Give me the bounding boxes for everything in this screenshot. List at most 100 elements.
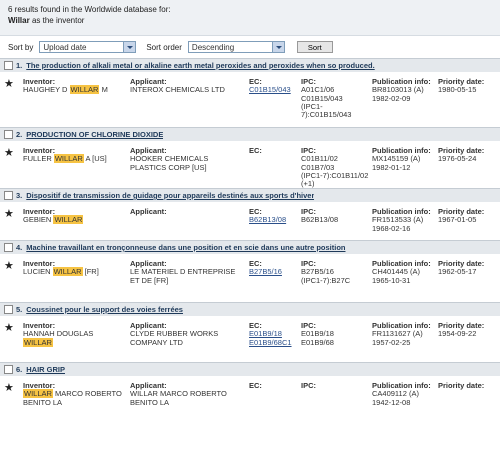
applicant-column: Applicant: WILLAR MARCO ROBERTO BENITO LA bbox=[130, 381, 245, 407]
publication-label: Publication info: bbox=[372, 207, 431, 216]
result-title-link[interactable]: HAIR GRIP bbox=[26, 365, 66, 374]
result-title-link[interactable]: Dispositif de transmission de guidage po… bbox=[26, 191, 315, 200]
query-name: Willar bbox=[8, 16, 30, 25]
inventor-name-post: A [US] bbox=[83, 154, 107, 164]
applicant-column: Applicant: LE MATERIEL D ENTREPRISE ET DE… bbox=[130, 259, 245, 285]
priority-value: 1954-09-22 bbox=[438, 329, 477, 339]
sort-by-label: Sort by bbox=[8, 42, 34, 52]
applicant-label: Applicant: bbox=[130, 77, 167, 86]
inventor-name-pre: GEBIEN bbox=[23, 215, 54, 225]
ipc-value: B62B13/08 bbox=[301, 215, 339, 225]
publication-value: 1968-02-16 bbox=[372, 223, 411, 233]
result-title-link[interactable]: PRODUCTION OF CHLORINE DIOXIDE bbox=[26, 130, 164, 139]
result-number: 3. bbox=[16, 191, 23, 200]
star-icon[interactable]: ★ bbox=[4, 147, 14, 159]
inventor-name-post: MARCO ROBERTO BENITO LA bbox=[23, 389, 122, 407]
highlighted-term: WILLAR bbox=[23, 337, 53, 347]
result-checkbox[interactable] bbox=[4, 365, 13, 374]
ec-label: EC: bbox=[249, 146, 262, 155]
publication-column: Publication info: FR1513533 (A) 1968-02-16 bbox=[372, 207, 434, 233]
ec-link[interactable]: E01B9/18 bbox=[249, 329, 282, 339]
priority-column: Priority date: 1962-05-17 bbox=[438, 259, 498, 277]
inventor-label: Inventor: bbox=[23, 146, 56, 155]
result-body: ★ Inventor: GEBIEN WILLAR Applicant: EC: B62B… bbox=[0, 202, 500, 240]
publication-value: MX145159 (A) bbox=[372, 154, 421, 164]
result-item: 4. Machine travaillant en tronçonneuse da… bbox=[0, 240, 500, 302]
ipc-label: IPC: bbox=[301, 77, 316, 86]
star-icon[interactable]: ★ bbox=[4, 208, 14, 220]
priority-label: Priority date: bbox=[438, 381, 485, 390]
result-checkbox[interactable] bbox=[4, 305, 13, 314]
star-icon[interactable]: ★ bbox=[4, 260, 14, 272]
applicant-value: HOOKER CHEMICALS PLASTICS CORP [US] bbox=[130, 154, 209, 172]
applicant-column: Applicant: bbox=[130, 207, 245, 216]
star-icon[interactable]: ★ bbox=[4, 382, 14, 394]
priority-column: Priority date: 1980-05-15 bbox=[438, 77, 498, 95]
sort-button[interactable]: Sort bbox=[296, 41, 333, 53]
ec-link[interactable]: B62B13/08 bbox=[249, 215, 287, 225]
ipc-label: IPC: bbox=[301, 146, 316, 155]
inventor-label: Inventor: bbox=[23, 207, 56, 216]
result-body: ★ Inventor: HAUGHEY D WILLAR M Applicant: IN… bbox=[0, 72, 500, 127]
ec-column: EC: B62B13/08 bbox=[249, 207, 297, 225]
priority-value: 1962-05-17 bbox=[438, 267, 477, 277]
star-icon[interactable]: ★ bbox=[4, 322, 14, 334]
priority-value: 1980-05-15 bbox=[438, 85, 477, 95]
ec-link[interactable]: E01B9/68C1 bbox=[249, 337, 292, 347]
result-checkbox[interactable] bbox=[4, 191, 13, 200]
sort-order-label: Sort order bbox=[146, 42, 182, 52]
ipc-label: IPC: bbox=[301, 321, 316, 330]
result-body: ★ Inventor: HANNAH DOUGLAS WILLAR Applicant… bbox=[0, 316, 500, 362]
ipc-label: IPC: bbox=[301, 259, 316, 268]
ipc-value: (IPC1-7):C01B15/043 bbox=[301, 101, 352, 120]
chevron-down-icon bbox=[271, 42, 284, 52]
result-checkbox[interactable] bbox=[4, 243, 13, 252]
ipc-value: (IPC1-7):C01B11/02 bbox=[301, 170, 369, 180]
applicant-label: Applicant: bbox=[130, 207, 167, 216]
ec-link[interactable]: B27B5/16 bbox=[249, 267, 282, 277]
result-body: ★ Inventor: FULLER WILLAR A [US] Applicant:… bbox=[0, 141, 500, 188]
results-summary: 6 results found in the Worldwide databas… bbox=[0, 0, 500, 36]
applicant-label: Applicant: bbox=[130, 259, 167, 268]
ipc-value: C01B11/02 bbox=[301, 154, 338, 164]
inventor-name-pre: HANNAH DOUGLAS bbox=[23, 329, 94, 339]
result-header: 1. The production of alkali metal or alka… bbox=[0, 59, 500, 72]
query-suffix: as the inventor bbox=[31, 16, 85, 25]
result-title-link[interactable]: Coussinet pour le support des voies ferr… bbox=[26, 305, 183, 314]
result-item: 2. PRODUCTION OF CHLORINE DIOXIDE ★ Invento… bbox=[0, 127, 500, 188]
result-title-link[interactable]: Machine travaillant en tronçonneuse dans… bbox=[26, 243, 346, 252]
publication-value: BR8103013 (A) bbox=[372, 85, 424, 95]
ec-link[interactable]: C01B15/043 bbox=[249, 85, 291, 95]
ipc-column: IPC: B62B13/08 bbox=[301, 207, 369, 225]
priority-column: Priority date: 1976-05-24 bbox=[438, 146, 498, 164]
priority-column: Priority date: 1967-01-05 bbox=[438, 207, 498, 225]
sort-by-select[interactable]: Upload date bbox=[39, 41, 137, 53]
result-checkbox[interactable] bbox=[4, 61, 13, 70]
highlighted-term: WILLAR bbox=[53, 154, 84, 164]
applicant-column: Applicant: HOOKER CHEMICALS PLASTICS CORP… bbox=[130, 146, 245, 172]
publication-column: Publication info: MX145159 (A) 1982-01-12 bbox=[372, 146, 434, 172]
result-title-link[interactable]: The production of alkali metal or alkali… bbox=[26, 61, 375, 70]
result-number: 5. bbox=[16, 305, 23, 314]
inventor-column: Inventor: WILLAR MARCO ROBERTO BENITO LA bbox=[23, 381, 123, 407]
inventor-column: Inventor: FULLER WILLAR A [US] bbox=[23, 146, 123, 164]
result-checkbox[interactable] bbox=[4, 130, 13, 139]
ec-label: EC: bbox=[249, 321, 262, 330]
highlighted-term: WILLAR bbox=[23, 389, 53, 399]
ipc-value: (+1) bbox=[301, 179, 315, 189]
result-number: 6. bbox=[16, 365, 23, 374]
star-icon[interactable]: ★ bbox=[4, 78, 14, 90]
inventor-label: Inventor: bbox=[23, 381, 56, 390]
inventor-name-post: M bbox=[99, 85, 108, 95]
ipc-column: IPC: C01B11/02 C01B7/03 (IPC1-7):C01B11/02(… bbox=[301, 146, 369, 189]
highlighted-term: WILLAR bbox=[52, 267, 83, 277]
result-number: 1. bbox=[16, 61, 23, 70]
result-body: ★ Inventor: WILLAR MARCO ROBERTO BENITO LA… bbox=[0, 376, 500, 416]
ipc-value: C01B7/03 bbox=[301, 162, 335, 172]
publication-column: Publication info: CA409112 (A) 1942-12-08 bbox=[372, 381, 434, 407]
applicant-column: Applicant: CLYDE RUBBER WORKS COMPANY LTD bbox=[130, 321, 245, 347]
publication-value: 1982-02-09 bbox=[372, 93, 411, 103]
ec-label: EC: bbox=[249, 77, 262, 86]
inventor-column: Inventor: GEBIEN WILLAR bbox=[23, 207, 123, 225]
sort-order-select[interactable]: Descending bbox=[187, 41, 285, 53]
